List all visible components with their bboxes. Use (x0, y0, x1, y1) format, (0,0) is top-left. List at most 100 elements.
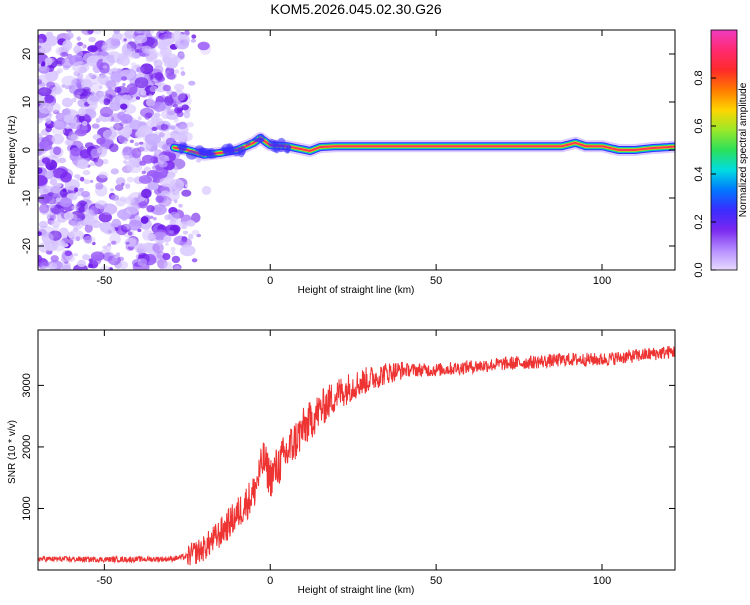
noise-blob (135, 30, 145, 34)
noise-blob (144, 85, 156, 97)
noise-blob (39, 203, 50, 214)
noise-blob (77, 159, 89, 170)
spectrogram-y-tick-label: 20 (21, 48, 33, 60)
noise-blob (123, 38, 127, 42)
noise-blob (98, 171, 109, 179)
noise-blob (142, 30, 151, 36)
noise-blob (122, 83, 126, 86)
noise-blob (89, 161, 96, 167)
noise-blob (162, 53, 179, 65)
noise-blob (74, 174, 81, 179)
noise-blob (92, 241, 96, 246)
noise-blob (40, 194, 52, 204)
noise-blob (164, 95, 174, 106)
noise-blob (160, 123, 168, 131)
track-blotch (273, 143, 281, 154)
noise-blob (177, 93, 188, 103)
noise-blob (79, 149, 91, 159)
noise-blob (62, 40, 73, 51)
noise-blob (178, 130, 188, 140)
noise-blob (115, 177, 126, 187)
noise-blob (90, 148, 101, 158)
track-blotch (186, 150, 198, 160)
noise-blob (71, 97, 77, 103)
noise-blob (90, 75, 94, 79)
noise-blob (90, 179, 94, 183)
noise-blob (141, 188, 152, 199)
noise-blob (45, 31, 54, 39)
noise-blob (110, 252, 114, 257)
noise-blob (83, 179, 91, 185)
noise-blob (138, 255, 142, 259)
noise-blob (81, 190, 91, 198)
noise-blob (77, 41, 83, 47)
noise-blob (125, 204, 139, 215)
noise-blob (180, 71, 186, 76)
snr-x-tick-label: 0 (267, 575, 273, 587)
noise-blob (73, 253, 78, 257)
noise-blob (136, 66, 145, 73)
noise-blob (146, 98, 155, 107)
snr-x-tick-label: 100 (593, 575, 611, 587)
noise-blob (38, 45, 42, 49)
noise-blob (47, 58, 55, 63)
noise-blob (152, 242, 164, 254)
spectrogram-y-tick-label: 0 (21, 147, 33, 153)
noise-blob (116, 265, 121, 269)
noise-blob (196, 233, 202, 238)
noise-blob (58, 157, 67, 164)
spectrogram-x-tick-label: 0 (267, 275, 273, 287)
noise-blob (175, 219, 182, 226)
noise-blob (178, 203, 183, 208)
noise-blob (164, 155, 169, 160)
snr-ticks: -50 0 50 100 1000 2000 3000 (21, 330, 675, 587)
noise-blob (121, 48, 133, 57)
spectrogram-x-axis-label: Height of straight line (km) (298, 285, 415, 296)
noise-blob (84, 224, 93, 233)
noise-blob (44, 170, 54, 180)
noise-blob (66, 30, 72, 33)
snr-y-axis-label: SNR (10 * v/v) (7, 420, 18, 484)
noise-blob (191, 212, 201, 223)
noise-blob (110, 194, 120, 201)
colorbar-tick-label: 0.2 (693, 214, 705, 229)
noise-blob (154, 71, 164, 81)
noise-blob (89, 92, 101, 103)
noise-blob (181, 104, 189, 111)
noise-blob (131, 51, 141, 59)
noise-blob (113, 122, 124, 131)
noise-blob (63, 114, 78, 124)
noise-blob (93, 30, 102, 35)
noise-blob (100, 203, 118, 215)
noise-blob (190, 38, 197, 43)
noise-blob (157, 203, 162, 208)
noise-blob (102, 158, 109, 165)
snr-y-tick-label: 3000 (21, 373, 33, 397)
noise-blob (51, 219, 61, 228)
noise-blob (150, 215, 154, 219)
noise-blob (186, 121, 194, 128)
noise-blob (180, 221, 188, 230)
noise-blob (141, 170, 146, 175)
noise-blob (138, 201, 148, 209)
noise-blob (134, 77, 149, 89)
colorbar-ticks: 0.0 0.2 0.4 0.6 0.8 (693, 70, 716, 278)
noise-blob (97, 74, 109, 85)
noise-blob (125, 183, 131, 189)
noise-blob (49, 203, 55, 209)
snr-y-tick-label: 1000 (21, 496, 33, 520)
noise-blob (44, 94, 55, 103)
noise-blob (126, 83, 138, 95)
noise-blob (163, 261, 173, 270)
noise-blob (148, 94, 153, 99)
noise-blob (169, 178, 185, 191)
noise-blob (179, 245, 196, 257)
noise-blob (38, 167, 43, 174)
noise-blob (129, 119, 143, 130)
noise-blob (61, 84, 66, 88)
noise-blob (38, 87, 52, 97)
noise-blob (188, 233, 194, 240)
snr-x-tick-label: 50 (430, 575, 442, 587)
noise-blob (66, 132, 78, 142)
